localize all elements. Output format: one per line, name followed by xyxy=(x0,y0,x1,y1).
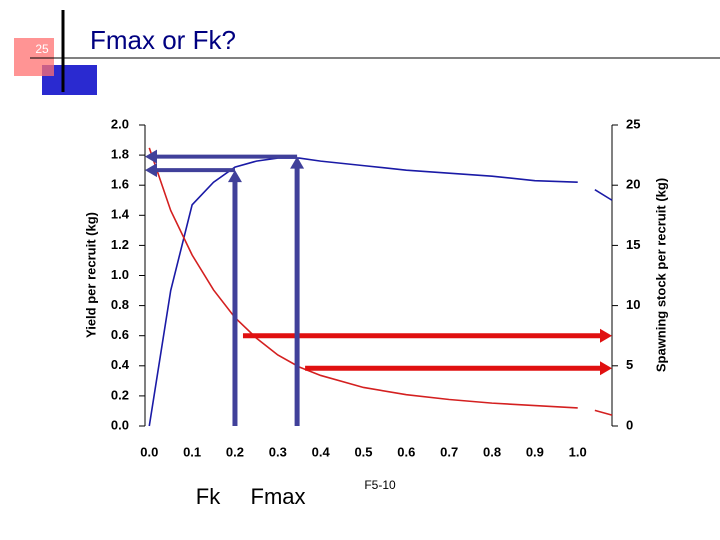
y-tick-label: 1.6 xyxy=(111,177,129,192)
y-axis-label: Yield per recruit (kg) xyxy=(83,212,98,338)
y-tick-label: 0.2 xyxy=(111,387,129,402)
x-axis-label: F5-10 xyxy=(364,478,396,492)
slide-title: Fmax or Fk? xyxy=(90,25,236,55)
y-tick-label: 0.6 xyxy=(111,327,129,342)
ref-arrow-head xyxy=(290,156,305,169)
slide-number: 25 xyxy=(35,42,49,56)
decor-square xyxy=(14,38,54,76)
y2-tick-label: 5 xyxy=(626,357,633,372)
x-tick-label: 0.2 xyxy=(226,444,244,459)
y2-axis-label: Spawning stock per recruit (kg) xyxy=(653,178,668,372)
ref-label: Fk xyxy=(196,484,221,509)
y-tick-label: 1.4 xyxy=(111,207,130,222)
x-tick-label: 0.9 xyxy=(526,444,544,459)
x-tick-label: 0.8 xyxy=(483,444,501,459)
ref-arrow-head xyxy=(145,149,157,164)
x-tick-label: 0.0 xyxy=(140,444,158,459)
y2-tick-label: 10 xyxy=(626,297,640,312)
ref-arrow-head xyxy=(145,163,157,178)
y-tick-label: 0.8 xyxy=(111,297,129,312)
x-tick-label: 0.7 xyxy=(440,444,458,459)
ref-arrow-head xyxy=(600,328,612,343)
x-tick-label: 0.6 xyxy=(397,444,415,459)
ref-arrow-head xyxy=(227,170,242,183)
series-line xyxy=(148,147,613,416)
x-tick-label: 0.3 xyxy=(269,444,287,459)
x-tick-label: 1.0 xyxy=(569,444,587,459)
y-tick-label: 0.4 xyxy=(111,357,130,372)
y-tick-label: 1.8 xyxy=(111,147,129,162)
x-tick-label: 0.5 xyxy=(354,444,372,459)
y2-tick-label: 15 xyxy=(626,237,640,252)
y-tick-label: 1.0 xyxy=(111,267,129,282)
y2-tick-label: 20 xyxy=(626,177,640,192)
x-tick-label: 0.4 xyxy=(312,444,331,459)
ref-arrow-head xyxy=(600,361,612,376)
series-line xyxy=(148,157,613,427)
y-tick-label: 0.0 xyxy=(111,417,129,432)
ref-label: Fmax xyxy=(251,484,306,509)
y2-tick-label: 25 xyxy=(626,116,640,131)
y-tick-label: 2.0 xyxy=(111,116,129,131)
y2-tick-label: 0 xyxy=(626,417,633,432)
y-tick-label: 1.2 xyxy=(111,237,129,252)
x-tick-label: 0.1 xyxy=(183,444,201,459)
